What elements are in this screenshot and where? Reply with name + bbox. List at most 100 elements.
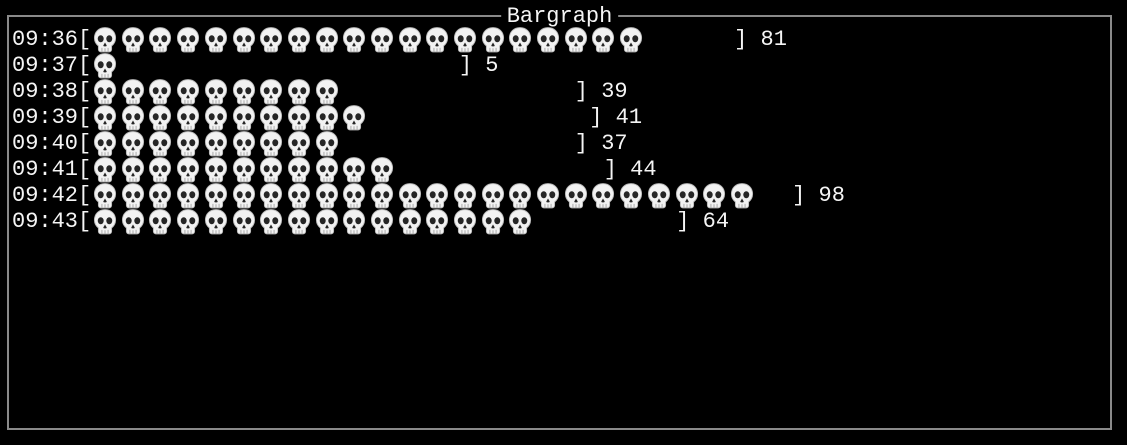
bargraph-row: 09:36[ — [12, 27, 1108, 53]
skull-icon — [340, 104, 368, 131]
bargraph-row: 09:38[ — [12, 79, 1108, 105]
skull-icon — [91, 52, 119, 79]
skull-icon — [534, 182, 562, 209]
skull-icon — [507, 26, 535, 53]
skull-icon — [423, 26, 451, 53]
skull-icon — [313, 104, 341, 131]
skull-icon — [617, 182, 645, 209]
bargraph-row: 09:37[ ] 5 — [12, 53, 1108, 79]
skull-icon — [91, 26, 119, 53]
skull-icon — [285, 156, 313, 183]
skull-icon — [174, 104, 202, 131]
skull-icon — [147, 130, 175, 157]
skull-icon — [451, 26, 479, 53]
skull-icon — [119, 208, 147, 235]
row-value: ] 44 — [603, 157, 657, 182]
bar-gap — [340, 144, 574, 145]
bargraph-row: 09:41[ — [12, 157, 1108, 183]
skull-icon — [340, 156, 368, 183]
skull-icon — [645, 182, 673, 209]
row-time-label: 09:42[ — [12, 183, 92, 208]
skull-icon — [174, 156, 202, 183]
skull-icon — [590, 26, 618, 53]
skull-icon — [174, 208, 202, 235]
skull-icon — [257, 208, 285, 235]
skull-icon — [257, 104, 285, 131]
skull-icon — [91, 78, 119, 105]
row-value: ] 98 — [792, 183, 845, 208]
skull-icon — [479, 26, 507, 53]
skull-icon — [423, 182, 451, 209]
skull-icon — [396, 182, 424, 209]
skull-icon — [147, 156, 175, 183]
bargraph-row: 09:39[ — [12, 105, 1108, 131]
bar-gap — [340, 92, 574, 93]
skull-icon — [451, 208, 479, 235]
skull-icon — [313, 156, 341, 183]
skull-icon — [423, 208, 451, 235]
skull-icon — [257, 130, 285, 157]
row-value: ] 37 — [574, 131, 628, 156]
skull-icon — [313, 208, 341, 235]
skull-icon — [202, 182, 230, 209]
skull-icon — [313, 26, 341, 53]
skull-icon — [340, 26, 368, 53]
skull-icon — [368, 26, 396, 53]
skull-icon — [91, 130, 119, 157]
skull-icon — [91, 104, 119, 131]
row-value: ] 41 — [589, 105, 643, 130]
skull-icon — [119, 78, 147, 105]
skull-icon — [119, 156, 147, 183]
skull-icon — [479, 208, 507, 235]
skull-icon — [230, 104, 258, 131]
skull-icon — [313, 182, 341, 209]
row-time-label: 09:37[ — [12, 53, 92, 78]
skull-icon — [202, 156, 230, 183]
bargraph-rows: 09:36[ — [12, 27, 1108, 235]
skull-icon — [119, 182, 147, 209]
bar-symbols — [91, 183, 756, 209]
bar-symbols — [91, 27, 645, 53]
bar-gap — [534, 222, 676, 223]
skull-icon — [313, 130, 341, 157]
bargraph-row: 09:40[ — [12, 131, 1108, 157]
skull-icon — [230, 26, 258, 53]
skull-icon — [562, 26, 590, 53]
skull-icon — [507, 182, 535, 209]
skull-icon — [257, 78, 285, 105]
row-value: ] 64 — [676, 209, 730, 234]
skull-icon — [285, 208, 313, 235]
skull-icon — [91, 182, 119, 209]
skull-icon — [202, 130, 230, 157]
panel-title: Bargraph — [500, 3, 619, 30]
skull-icon — [340, 208, 368, 235]
skull-icon — [479, 182, 507, 209]
skull-icon — [174, 130, 202, 157]
skull-icon — [174, 26, 202, 53]
row-time-label: 09:38[ — [12, 79, 92, 104]
bar-gap — [396, 170, 604, 171]
skull-icon — [174, 182, 202, 209]
skull-icon — [257, 182, 285, 209]
skull-icon — [590, 182, 618, 209]
skull-icon — [119, 130, 147, 157]
skull-icon — [91, 156, 119, 183]
skull-icon — [700, 182, 728, 209]
bar-symbols — [91, 79, 340, 105]
row-time-label: 09:43[ — [12, 209, 92, 234]
skull-icon — [285, 78, 313, 105]
row-time-label: 09:39[ — [12, 105, 92, 130]
skull-icon — [230, 208, 258, 235]
skull-icon — [202, 78, 230, 105]
bar-gap — [368, 118, 589, 119]
bargraph-row: 09:42[ — [12, 183, 1108, 209]
skull-icon — [313, 78, 341, 105]
skull-icon — [285, 130, 313, 157]
bargraph-panel: Bargraph 09:36[ — [7, 3, 1112, 430]
bar-symbols — [91, 53, 119, 79]
row-time-label: 09:36[ — [12, 27, 92, 52]
skull-icon — [285, 104, 313, 131]
skull-icon — [368, 208, 396, 235]
skull-icon — [174, 78, 202, 105]
